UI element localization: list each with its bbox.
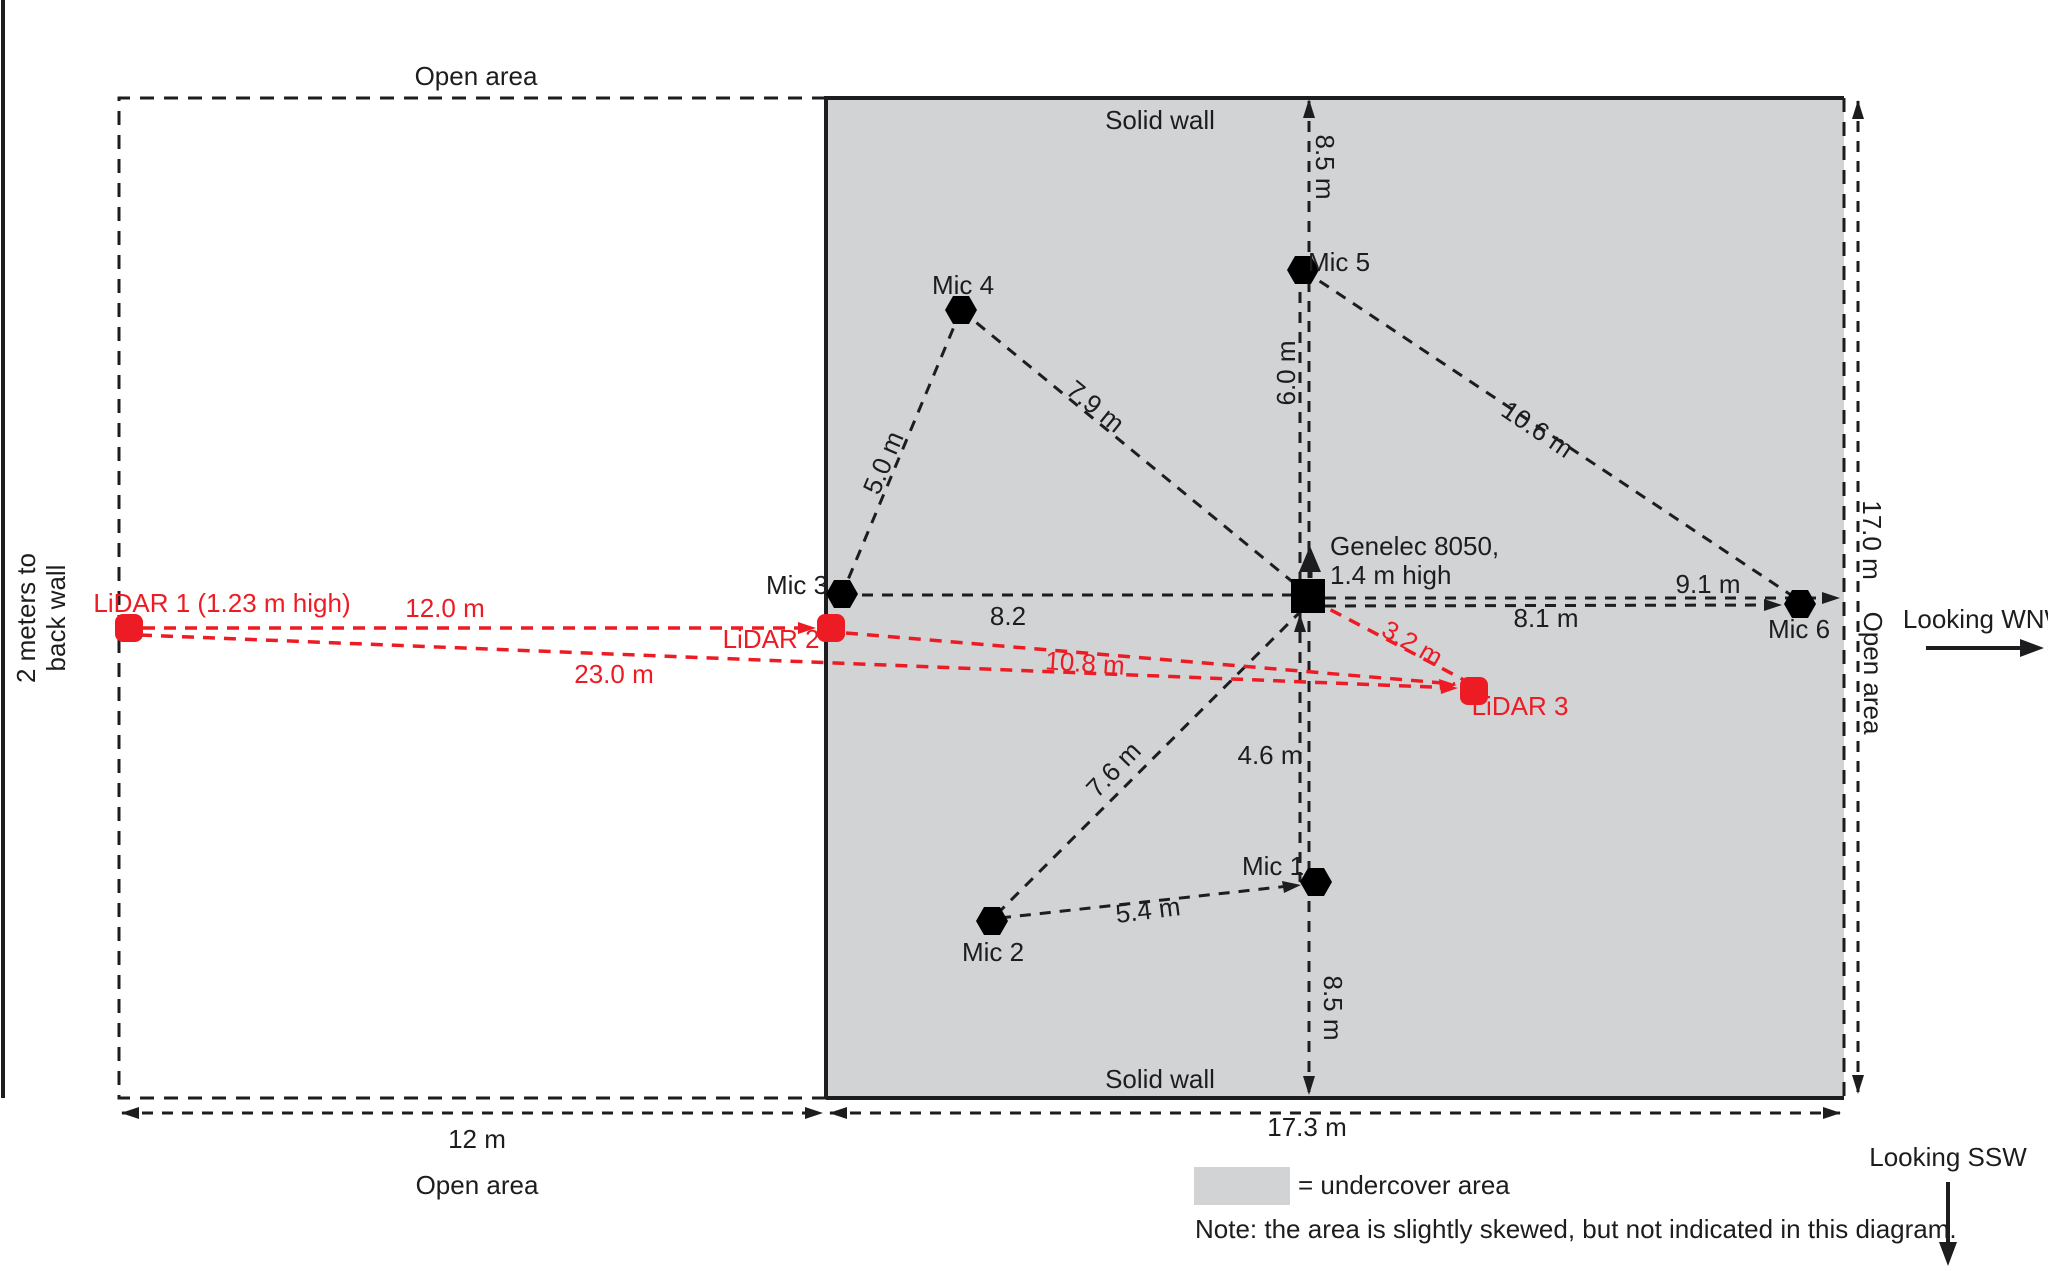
- lidar3-label: LiDAR 3: [1471, 691, 1569, 722]
- dist-wall-mic5: 8.5 m: [1309, 134, 1340, 200]
- dist-genelec-rightwall: 9.1 m: [1675, 569, 1741, 600]
- open-area-boundary: [117, 96, 826, 1100]
- genelec-mic2-line: [992, 608, 1304, 919]
- mic4-genelec-line: [960, 308, 1301, 590]
- mic1-label: Mic 1: [1241, 851, 1305, 882]
- mic2-marker: [976, 907, 1008, 935]
- solid-wall-top-label: Solid wall: [1105, 105, 1215, 136]
- dist-genelec-mic6: 8.1 m: [1513, 603, 1579, 634]
- undercover-height-label: 17.0 m: [1856, 500, 1887, 580]
- genelec-direction-arrow: [1299, 546, 1321, 572]
- mic6-label: Mic 6: [1767, 614, 1831, 645]
- dist-lidar2-lidar3: 10.8 m: [1044, 645, 1126, 681]
- arrow-up-height-dim: [1852, 100, 1864, 119]
- legend-text: = undercover area: [1298, 1170, 1510, 1201]
- mic4-label: Mic 4: [931, 270, 995, 301]
- arrow-up-genelec-bottom: [1294, 614, 1306, 632]
- lidar3-genelec-line: [1311, 598, 1465, 682]
- mic1-marker: [1300, 868, 1332, 896]
- lidar3-marker: [1460, 677, 1488, 705]
- lidar2-lidar3-line: [845, 631, 1456, 686]
- arrow-into-lidar2: [798, 622, 816, 634]
- looking-ssw-label: Looking SSW: [1869, 1142, 2027, 1173]
- lidar1-lidar3-line: [139, 633, 1457, 690]
- mic4-marker: [945, 296, 977, 324]
- lidar2-label: LiDAR 2: [722, 624, 820, 655]
- genelec-mic6-line: [1324, 603, 1777, 608]
- dist-lidar1-lidar3: 23.0 m: [574, 659, 654, 690]
- dist-lidar1-lidar2: 12.0 m: [405, 593, 485, 624]
- genelec-label-line1: Genelec 8050,: [1330, 531, 1500, 561]
- genelec-label: Genelec 8050, 1.4 m high: [1330, 531, 1500, 591]
- arrow-down-height-dim: [1852, 1075, 1864, 1094]
- undercover-width-label: 17.3 m: [1267, 1112, 1347, 1143]
- dist-mic5-genelec: 6.0 m: [1271, 340, 1302, 406]
- open-area-bottom-label: Open area: [415, 1170, 539, 1201]
- arrow-into-mic1: [1282, 881, 1301, 893]
- lidar1-marker: [115, 614, 143, 642]
- genelec-speaker-marker: [1291, 579, 1325, 613]
- dist-genelec-mic1: 4.6 m: [1237, 740, 1303, 771]
- arrow-right-173m: [1823, 1107, 1841, 1119]
- solid-wall-top-left: [824, 96, 1844, 1098]
- arrow-up-top-wall: [1303, 99, 1315, 118]
- arrow-right-12m: [805, 1107, 823, 1119]
- looking-wnw-arrowhead: [2020, 639, 2044, 657]
- arrow-left-173m: [829, 1107, 847, 1119]
- arrow-into-mic6: [1764, 599, 1782, 611]
- dist-mic1-wall: 8.5 m: [1317, 975, 1348, 1041]
- back-wall-label: 2 meters to back wall: [11, 552, 72, 684]
- back-wall-label-line2: back wall: [41, 564, 71, 672]
- mic2-mic1-line: [999, 883, 1299, 920]
- mic3-label: Mic 3: [765, 570, 829, 601]
- back-wall-label-line1: 2 meters to: [11, 552, 42, 684]
- arrow-right-wall: [1822, 592, 1840, 604]
- looking-wnw-label: Looking WNW: [1902, 604, 2048, 635]
- open-area-right-label: Open area: [1857, 611, 1888, 735]
- open-area-top-label: Open area: [414, 61, 538, 92]
- lidar2-marker: [817, 614, 845, 642]
- dist-mic3-genelec: 8.2: [989, 601, 1027, 632]
- mic5-marker: [1287, 256, 1319, 284]
- solid-wall-bottom-label: Solid wall: [1105, 1064, 1215, 1095]
- mic3-marker: [826, 580, 858, 608]
- lidar1-label: LiDAR 1 (1.23 m high): [93, 588, 351, 619]
- mic5-label: Mic 5: [1307, 247, 1371, 278]
- arrow-left-12m: [121, 1107, 139, 1119]
- note-text: Note: the area is slightly skewed, but n…: [1195, 1214, 1957, 1245]
- arrow-into-lidar3-b: [1439, 679, 1457, 690]
- legend-swatch: [1194, 1167, 1290, 1205]
- looking-ssw-arrowhead: [1939, 1242, 1957, 1266]
- mic2-label: Mic 2: [961, 937, 1025, 968]
- arrow-down-bottom-wall: [1303, 1076, 1315, 1095]
- open-width-label: 12 m: [448, 1124, 506, 1155]
- mic6-marker: [1784, 590, 1816, 618]
- genelec-label-line2: 1.4 m high: [1330, 560, 1452, 591]
